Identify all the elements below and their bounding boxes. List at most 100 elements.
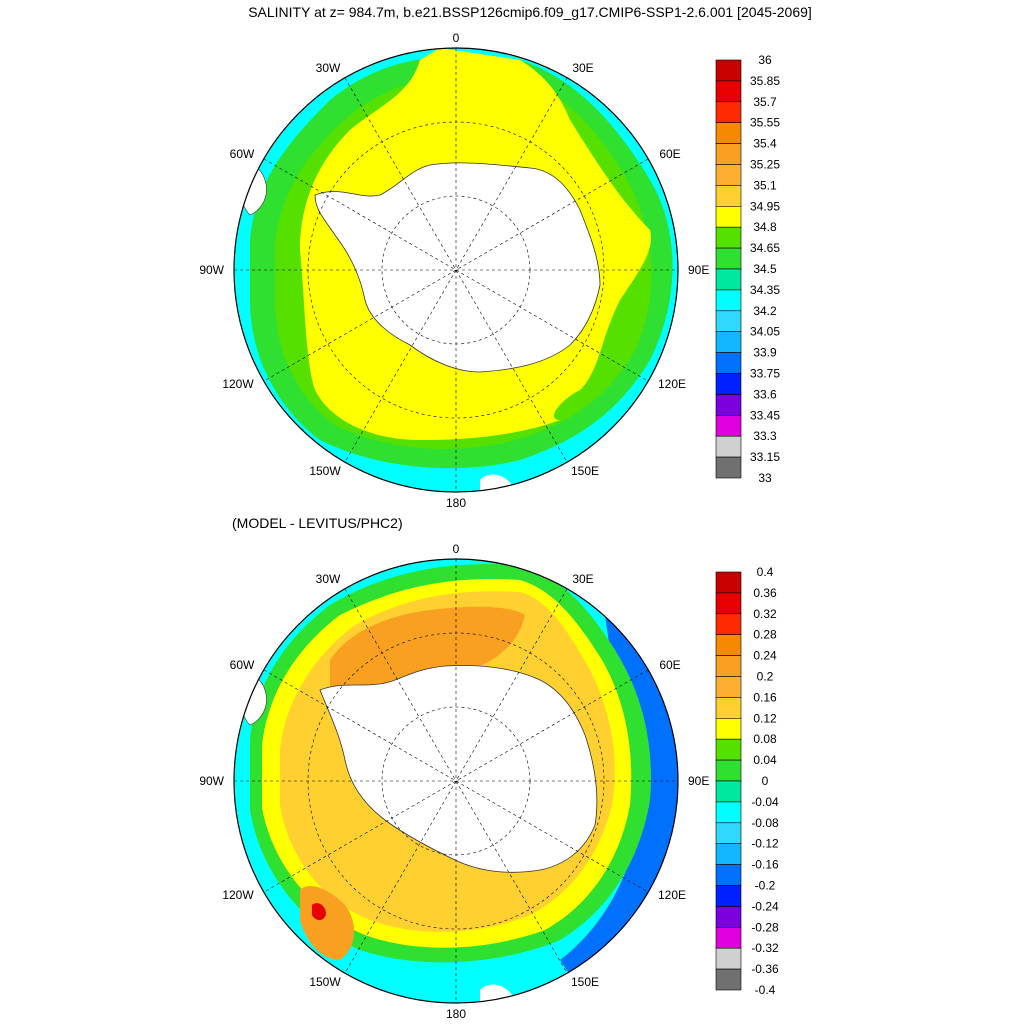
bottom-lon-60w: 60W xyxy=(230,658,255,672)
bottom-lon-180: 180 xyxy=(446,1007,466,1021)
top-colorbar-tick-label: 35.55 xyxy=(750,116,780,130)
top-colorbar-tick-label: 35.85 xyxy=(750,74,780,88)
bottom-colorbar-swatch xyxy=(715,738,742,761)
bottom-colorbar-tick-label: 0.12 xyxy=(753,711,777,725)
bottom-lon-90e: 90E xyxy=(688,774,709,788)
bottom-antarctica xyxy=(319,665,598,873)
bottom-colorbar-tick-label: 0.04 xyxy=(753,753,777,767)
top-lon-90w: 90W xyxy=(199,263,224,277)
bottom-colorbar-swatch xyxy=(715,571,742,594)
figure-title: SALINITY at z= 984.7m, b.e21.BSSP126cmip… xyxy=(248,4,812,20)
top-colorbar-swatch xyxy=(715,435,742,458)
bottom-colorbar-tick-label: -0.12 xyxy=(751,837,779,851)
top-colorbar-tick-label: 34.65 xyxy=(750,241,780,255)
bottom-colorbar-tick-label: 0.28 xyxy=(753,628,777,642)
difference-subtitle: (MODEL - LEVITUS/PHC2) xyxy=(232,515,403,531)
bottom-colorbar-tick-label: -0.08 xyxy=(751,816,779,830)
bottom-colorbar-swatch xyxy=(715,592,742,615)
bottom-colorbar-tick-label: -0.32 xyxy=(751,941,779,955)
bottom-red-spot xyxy=(312,903,326,921)
top-colorbar-tick-label: 34.35 xyxy=(750,283,780,297)
top-colorbar-tick-label: 33.6 xyxy=(753,387,777,401)
top-colorbar-tick-label: 34.95 xyxy=(750,199,780,213)
top-graticule xyxy=(234,48,678,492)
top-colorbar-swatch xyxy=(715,289,742,312)
top-colorbar: 36 35.85 35.7 35.55 35.4 35.25 35.1 34.95 34.8 34… xyxy=(715,53,780,485)
bottom-map-border xyxy=(233,558,679,1004)
bottom-lon-120e: 120E xyxy=(658,888,686,902)
bottom-colorbar-tick-label: -0.24 xyxy=(751,899,779,913)
top-colorbar-swatch xyxy=(715,143,742,165)
top-lon-120e: 120E xyxy=(658,377,686,391)
bottom-colorbar-tick-label: 0.08 xyxy=(753,732,777,746)
bottom-lon-150w: 150W xyxy=(309,975,341,989)
top-colorbar-swatch xyxy=(715,394,742,416)
top-lon-90e: 90E xyxy=(688,263,709,277)
bottom-colorbar-swatch xyxy=(715,780,742,803)
bottom-lon-60e: 60E xyxy=(659,658,680,672)
bottom-colorbar-tick-label: -0.04 xyxy=(751,795,779,809)
top-colorbar-swatch xyxy=(715,414,742,437)
bottom-colorbar-tick-label: 0.32 xyxy=(753,607,777,621)
top-colorbar-tick-label: 35.4 xyxy=(753,137,777,151)
top-lon-150e: 150E xyxy=(571,464,599,478)
top-colorbar-swatch xyxy=(715,101,742,124)
bottom-colorbar-swatch xyxy=(715,801,742,824)
top-colorbar-swatch xyxy=(715,268,742,291)
bottom-colorbar-swatch xyxy=(715,885,742,907)
top-colorbar-tick-label: 34.2 xyxy=(753,304,777,318)
bottom-colorbar-tick-label: -0.36 xyxy=(751,962,779,976)
top-colorbar-swatch xyxy=(715,59,742,82)
bottom-colorbar-swatch xyxy=(715,697,742,719)
top-colorbar-tick-label: 33.45 xyxy=(750,408,780,422)
top-lon-60w: 60W xyxy=(230,147,255,161)
top-colorbar-tick-label: 35.7 xyxy=(753,95,777,109)
top-colorbar-tick-label: 33.75 xyxy=(750,367,780,381)
top-colorbar-tick-label: 34.5 xyxy=(753,262,777,276)
bottom-colorbar-tick-label: -0.28 xyxy=(751,920,779,934)
top-lon-0: 0 xyxy=(453,31,460,45)
bottom-lon-90w: 90W xyxy=(199,774,224,788)
top-colorbar-swatch xyxy=(715,164,742,186)
top-colorbar-swatch xyxy=(715,122,742,144)
top-lon-120w: 120W xyxy=(222,377,254,391)
top-colorbar-swatch xyxy=(715,247,742,270)
top-colorbar-tick-label: 33.3 xyxy=(753,429,777,443)
bottom-colorbar-swatch xyxy=(715,864,742,886)
top-colorbar-tick-label: 33 xyxy=(758,471,772,485)
bottom-lon-120w: 120W xyxy=(222,888,254,902)
bottom-colorbar-swatch xyxy=(715,822,742,844)
top-colorbar-swatch xyxy=(715,185,742,207)
bottom-colorbar-tick-label: -0.16 xyxy=(751,858,779,872)
bottom-colorbar-tick-label: 0 xyxy=(762,774,769,788)
bottom-colorbar-swatch xyxy=(715,947,742,970)
top-colorbar-swatch xyxy=(715,373,742,395)
bottom-colorbar-swatch xyxy=(715,759,742,782)
top-lon-60e: 60E xyxy=(659,147,680,161)
bottom-map: 0 180 90W 90E 30W 60W 30E 60E 120W 150W … xyxy=(199,542,709,1021)
bottom-lon-0: 0 xyxy=(453,542,460,556)
top-colorbar-tick-label: 33.15 xyxy=(750,450,780,464)
top-colorbar-swatch xyxy=(715,80,742,103)
top-colorbar-tick-label: 35.25 xyxy=(750,158,780,172)
bottom-colorbar-swatch xyxy=(715,968,742,991)
top-colorbar-swatch xyxy=(715,206,742,228)
bottom-colorbar-swatch xyxy=(715,613,742,635)
top-lon-150w: 150W xyxy=(309,464,341,478)
bottom-colorbar-swatch xyxy=(715,655,742,677)
top-lon-180: 180 xyxy=(446,496,466,510)
top-map: 0 180 90W 90E 30W 60W 30E 60E 120W 150W … xyxy=(199,31,709,510)
bottom-colorbar-tick-label: 0.24 xyxy=(753,649,777,663)
bottom-colorbar-swatch xyxy=(715,906,742,928)
top-lon-30e: 30E xyxy=(572,61,593,75)
top-colorbar-tick-label: 35.1 xyxy=(753,178,777,192)
top-colorbar-swatch xyxy=(715,226,742,249)
bottom-lon-30w: 30W xyxy=(316,572,341,586)
bottom-colorbar-swatch xyxy=(715,676,742,698)
top-colorbar-swatch xyxy=(715,331,742,353)
top-colorbar-tick-label: 36 xyxy=(758,53,772,67)
bottom-colorbar-swatch xyxy=(715,717,742,740)
top-colorbar-tick-label: 33.9 xyxy=(753,346,777,360)
top-map-border xyxy=(233,47,679,493)
